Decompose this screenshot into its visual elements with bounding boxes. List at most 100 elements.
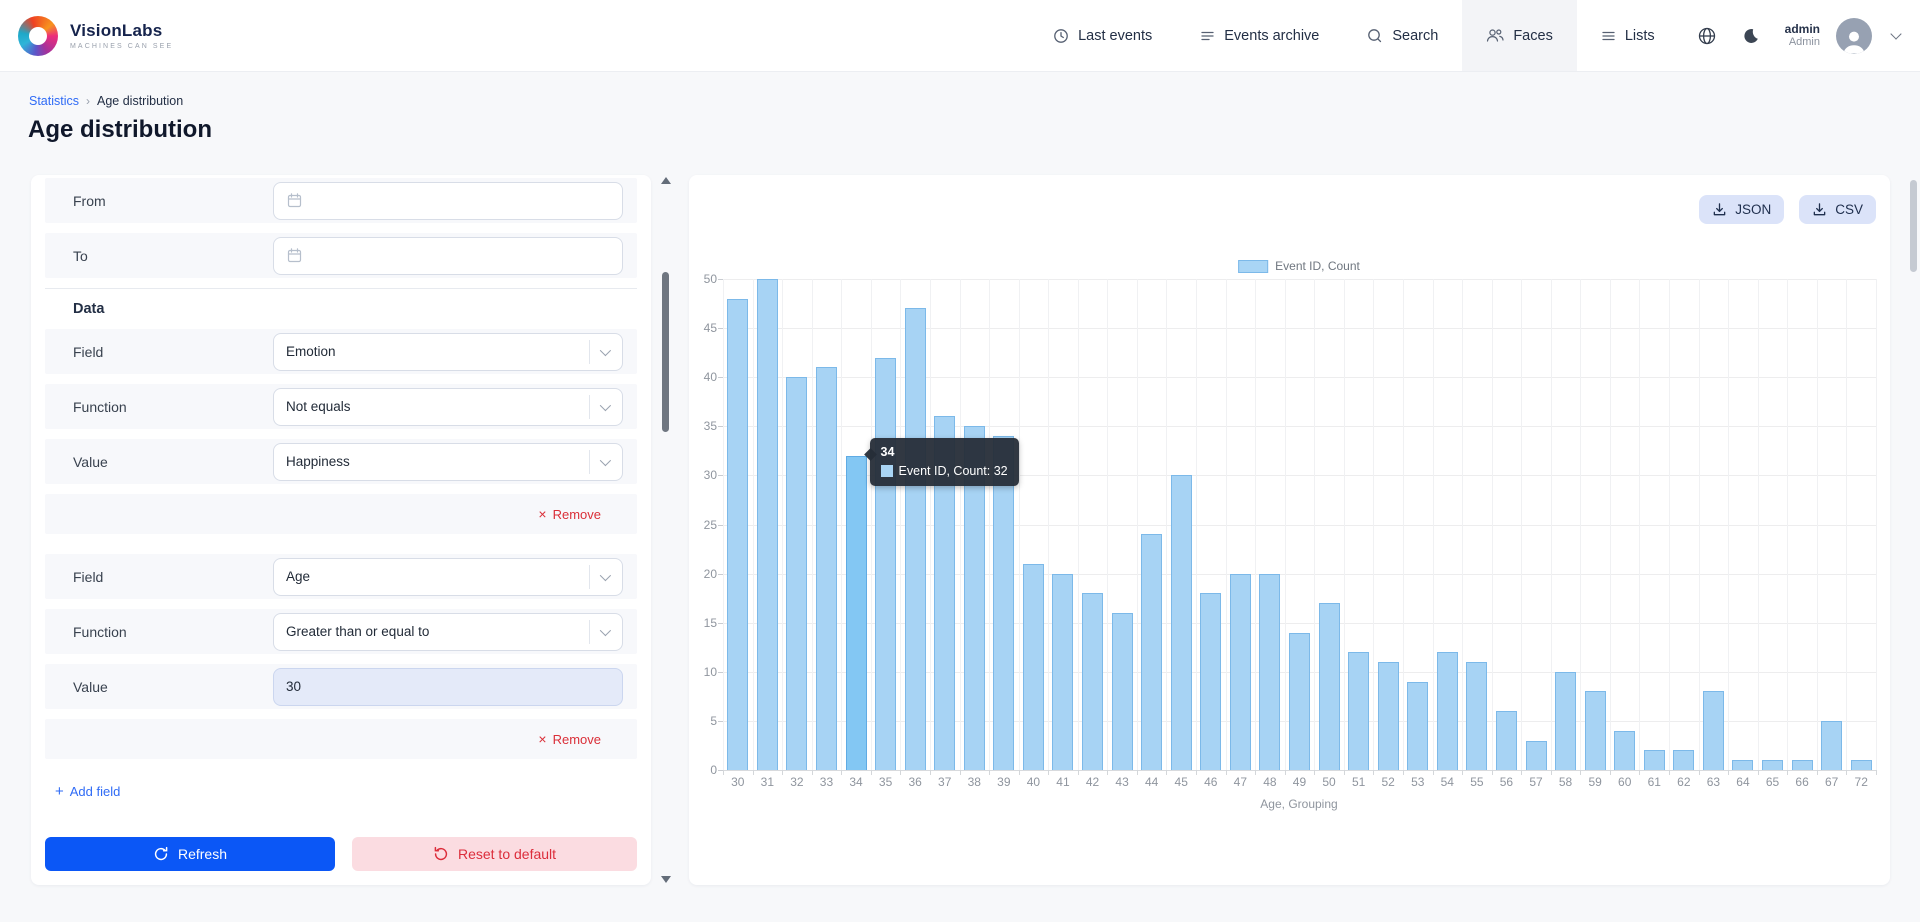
- x-tick-label: 46: [1204, 775, 1218, 789]
- filter-row: Function Greater than or equal to: [45, 609, 637, 654]
- x-tick-label: 63: [1706, 775, 1721, 789]
- chart-bar[interactable]: [1141, 534, 1163, 770]
- chart-bar[interactable]: [1732, 760, 1754, 770]
- chart-bar[interactable]: [904, 308, 926, 770]
- chart-bar[interactable]: [1318, 603, 1340, 770]
- x-tick-label: 42: [1085, 775, 1100, 789]
- nav-item-search[interactable]: Search: [1343, 0, 1462, 71]
- chart-bar[interactable]: [1377, 661, 1399, 770]
- chart-legend[interactable]: Event ID, Count: [1238, 259, 1360, 273]
- chart-bar[interactable]: [1082, 593, 1104, 770]
- chart-bar[interactable]: [1348, 652, 1370, 770]
- add-field-button[interactable]: + Add field: [45, 769, 120, 800]
- remove-filter-button[interactable]: × Remove: [538, 732, 601, 747]
- breadcrumb-statistics-link[interactable]: Statistics: [29, 94, 80, 108]
- filter-row-label: To: [73, 247, 88, 264]
- input-value: 30: [286, 679, 302, 694]
- chart-bar[interactable]: [845, 455, 867, 770]
- language-globe-icon[interactable]: [1693, 22, 1721, 50]
- chart-bar[interactable]: [1614, 730, 1636, 770]
- chart-bar[interactable]: [1111, 612, 1133, 770]
- chart-bar[interactable]: [963, 426, 985, 770]
- chart-bar[interactable]: [1289, 632, 1310, 770]
- chart-bar[interactable]: [934, 416, 956, 770]
- chart-bar[interactable]: [993, 436, 1015, 770]
- legend-label: Event ID, Count: [1275, 259, 1360, 273]
- x-tick-label: 59: [1588, 775, 1602, 789]
- nav-item-label: Faces: [1513, 27, 1553, 44]
- x-tick-label: 32: [790, 775, 804, 789]
- chart-bar[interactable]: [1850, 760, 1872, 770]
- scrollbar-thumb[interactable]: [662, 272, 669, 432]
- main-nav: Last events Events archive Search Faces List…: [1029, 0, 1679, 71]
- filter-panel-scrollbar[interactable]: [659, 177, 673, 883]
- chart-bar[interactable]: [756, 279, 778, 770]
- chart-bar[interactable]: [1436, 652, 1458, 770]
- chart-bar[interactable]: [1555, 671, 1577, 770]
- value-select[interactable]: Happiness: [273, 442, 623, 481]
- to-date-input[interactable]: [273, 236, 623, 275]
- user-menu-chevron-down-icon[interactable]: [1888, 27, 1904, 42]
- dark-mode-moon-icon[interactable]: [1737, 22, 1765, 50]
- function-select[interactable]: Not equals: [273, 387, 623, 426]
- chart-bar[interactable]: [1229, 573, 1251, 770]
- chart-bar[interactable]: [815, 367, 837, 770]
- chart-bar[interactable]: [727, 298, 749, 770]
- download-csv-button[interactable]: CSV: [1799, 195, 1876, 224]
- chart-bar[interactable]: [875, 357, 897, 770]
- filter-row: From: [45, 178, 637, 223]
- chart-bar[interactable]: [1673, 750, 1695, 770]
- chart-bar[interactable]: [1052, 573, 1074, 770]
- nav-item-last-events[interactable]: Last events: [1029, 0, 1176, 71]
- avatar[interactable]: [1836, 17, 1872, 54]
- csv-button-label: CSV: [1835, 202, 1863, 217]
- chart-bar[interactable]: [1407, 681, 1429, 770]
- nav-item-lists[interactable]: Lists: [1577, 0, 1679, 71]
- chart-bar[interactable]: [1821, 720, 1843, 770]
- remove-x-icon: ×: [538, 731, 547, 747]
- field-select[interactable]: Emotion: [273, 332, 623, 371]
- calendar-icon: [286, 192, 303, 209]
- brand[interactable]: VisionLabs MACHINES CAN SEE: [18, 15, 173, 56]
- refresh-button[interactable]: Refresh: [45, 837, 335, 871]
- chart-bar[interactable]: [1022, 563, 1044, 770]
- nav-item-faces[interactable]: Faces: [1462, 0, 1577, 71]
- page-scrollbar-thumb[interactable]: [1910, 180, 1917, 272]
- clock-icon: [1053, 28, 1069, 44]
- chart-bar[interactable]: [786, 377, 808, 770]
- chart-bar[interactable]: [1762, 760, 1784, 770]
- filter-row: Value Happiness: [45, 439, 637, 484]
- function-select[interactable]: Greater than or equal to: [273, 612, 623, 651]
- x-tick-label: 53: [1411, 775, 1425, 789]
- download-json-button[interactable]: JSON: [1699, 195, 1785, 224]
- scroll-up-arrow-icon[interactable]: [661, 177, 671, 184]
- calendar-icon: [286, 247, 303, 264]
- chart-bar[interactable]: [1791, 760, 1813, 770]
- chart-bar[interactable]: [1259, 573, 1281, 770]
- value-input[interactable]: 30: [273, 667, 623, 706]
- filter-row-label: From: [73, 192, 106, 209]
- filter-rows: From To Data Field Emotion Function Not equals…: [45, 178, 637, 819]
- faces-icon: [1486, 28, 1504, 43]
- y-tick-label: 50: [703, 272, 717, 286]
- chart-bar[interactable]: [1495, 711, 1517, 770]
- chart-bar[interactable]: [1525, 740, 1547, 770]
- filter-row-label: Value: [73, 678, 108, 695]
- scroll-down-arrow-icon[interactable]: [661, 876, 671, 883]
- chart-bar[interactable]: [1702, 691, 1724, 770]
- x-tick-label: 64: [1736, 775, 1750, 789]
- chart-bar[interactable]: [1200, 593, 1222, 770]
- x-tick-label: 40: [1026, 775, 1041, 789]
- chart-bar[interactable]: [1584, 691, 1606, 770]
- nav-item-events-archive[interactable]: Events archive: [1176, 0, 1343, 71]
- reset-to-default-button[interactable]: Reset to default: [352, 837, 637, 871]
- chart-bar[interactable]: [1170, 475, 1192, 770]
- nav-item-label: Last events: [1078, 27, 1153, 44]
- field-select[interactable]: Age: [273, 557, 623, 596]
- remove-filter-button[interactable]: × Remove: [538, 507, 601, 522]
- chart-bar[interactable]: [1466, 661, 1488, 770]
- lists-icon: [1601, 29, 1616, 43]
- chart-bar[interactable]: [1643, 750, 1665, 770]
- x-tick-label: 39: [997, 775, 1011, 789]
- from-date-input[interactable]: [273, 181, 623, 220]
